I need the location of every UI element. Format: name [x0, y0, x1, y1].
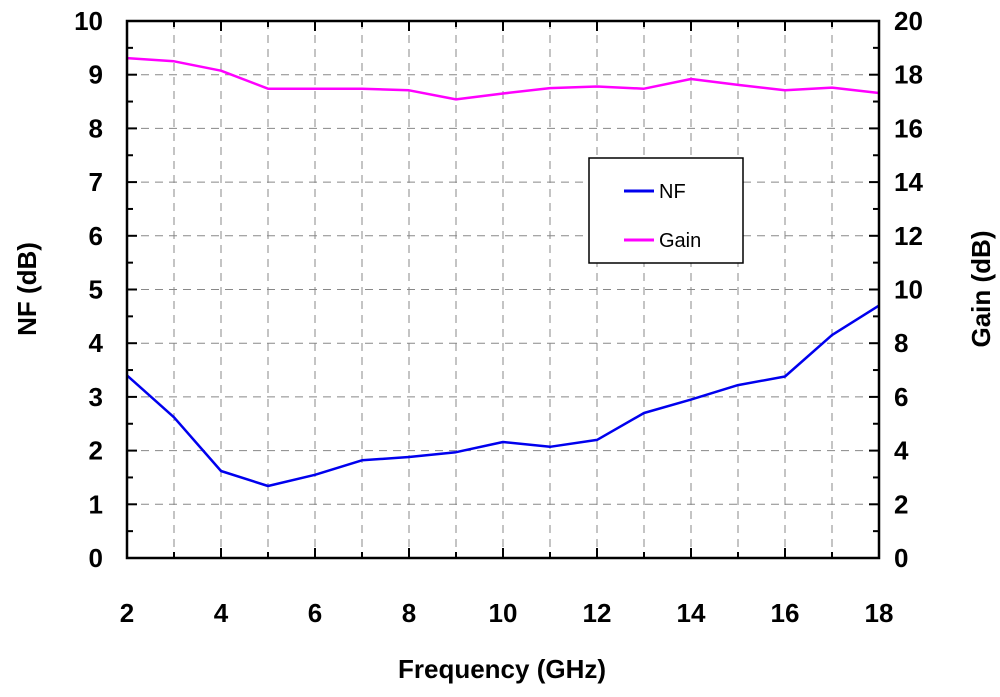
y-tick-label: 9 [89, 60, 103, 90]
y-tick-label: 10 [74, 6, 103, 36]
x-tick-labels: 2 4 6 8 10 12 14 16 18 [120, 598, 894, 628]
y-tick-label: 4 [89, 328, 104, 358]
y-tick-label: 1 [89, 489, 103, 519]
x-tick-label: 10 [489, 598, 518, 628]
legend-label-gain: Gain [659, 230, 701, 252]
y2-tick-label: 6 [894, 382, 908, 412]
y2-tick-label: 16 [894, 113, 923, 143]
y-tick-label: 5 [89, 275, 103, 305]
y2-tick-label: 10 [894, 275, 923, 305]
x-tick-label: 18 [865, 598, 894, 628]
x-tick-label: 14 [677, 598, 706, 628]
y-tick-label: 2 [89, 436, 103, 466]
plot-area-frame [125, 19, 881, 560]
y2-tick-label: 18 [894, 60, 923, 90]
series-line-nf [126, 304, 880, 488]
x-tick-label: 6 [308, 598, 322, 628]
x-tick-label: 12 [583, 598, 612, 628]
y2-tick-label: 0 [894, 543, 908, 573]
y2-tick-label: 4 [894, 436, 909, 466]
y-tick-label: 8 [89, 113, 103, 143]
y2-tick-label: 8 [894, 328, 908, 358]
y2-tick-label: 2 [894, 489, 908, 519]
y2-axis-title: Gain (dB) [966, 231, 996, 348]
series-line-gain [126, 56, 880, 101]
legend-label-nf: NF [659, 181, 686, 203]
x-tick-label: 16 [771, 598, 800, 628]
x-tick-label: 2 [120, 598, 134, 628]
x-axis-title: Frequency (GHz) [398, 654, 606, 684]
y-tick-label: 3 [89, 382, 103, 412]
y-tick-label: 6 [89, 221, 103, 251]
y-axis-title: NF (dB) [12, 242, 42, 336]
y-tick-labels: 0 1 2 3 4 5 6 7 8 9 10 [74, 6, 103, 573]
legend: NF Gain [588, 157, 744, 264]
series-lines [126, 56, 880, 488]
y-tick-label: 7 [89, 167, 103, 197]
y2-tick-label: 20 [894, 6, 923, 36]
y-tick-label: 0 [89, 543, 103, 573]
gridlines [127, 21, 879, 558]
y2-tick-labels: 0 2 4 6 8 10 12 14 16 18 20 [894, 6, 923, 573]
x-tick-label: 4 [214, 598, 229, 628]
legend-box [588, 157, 744, 264]
y2-tick-label: 12 [894, 221, 923, 251]
x-tick-label: 8 [402, 598, 416, 628]
y2-tick-label: 14 [894, 167, 923, 197]
